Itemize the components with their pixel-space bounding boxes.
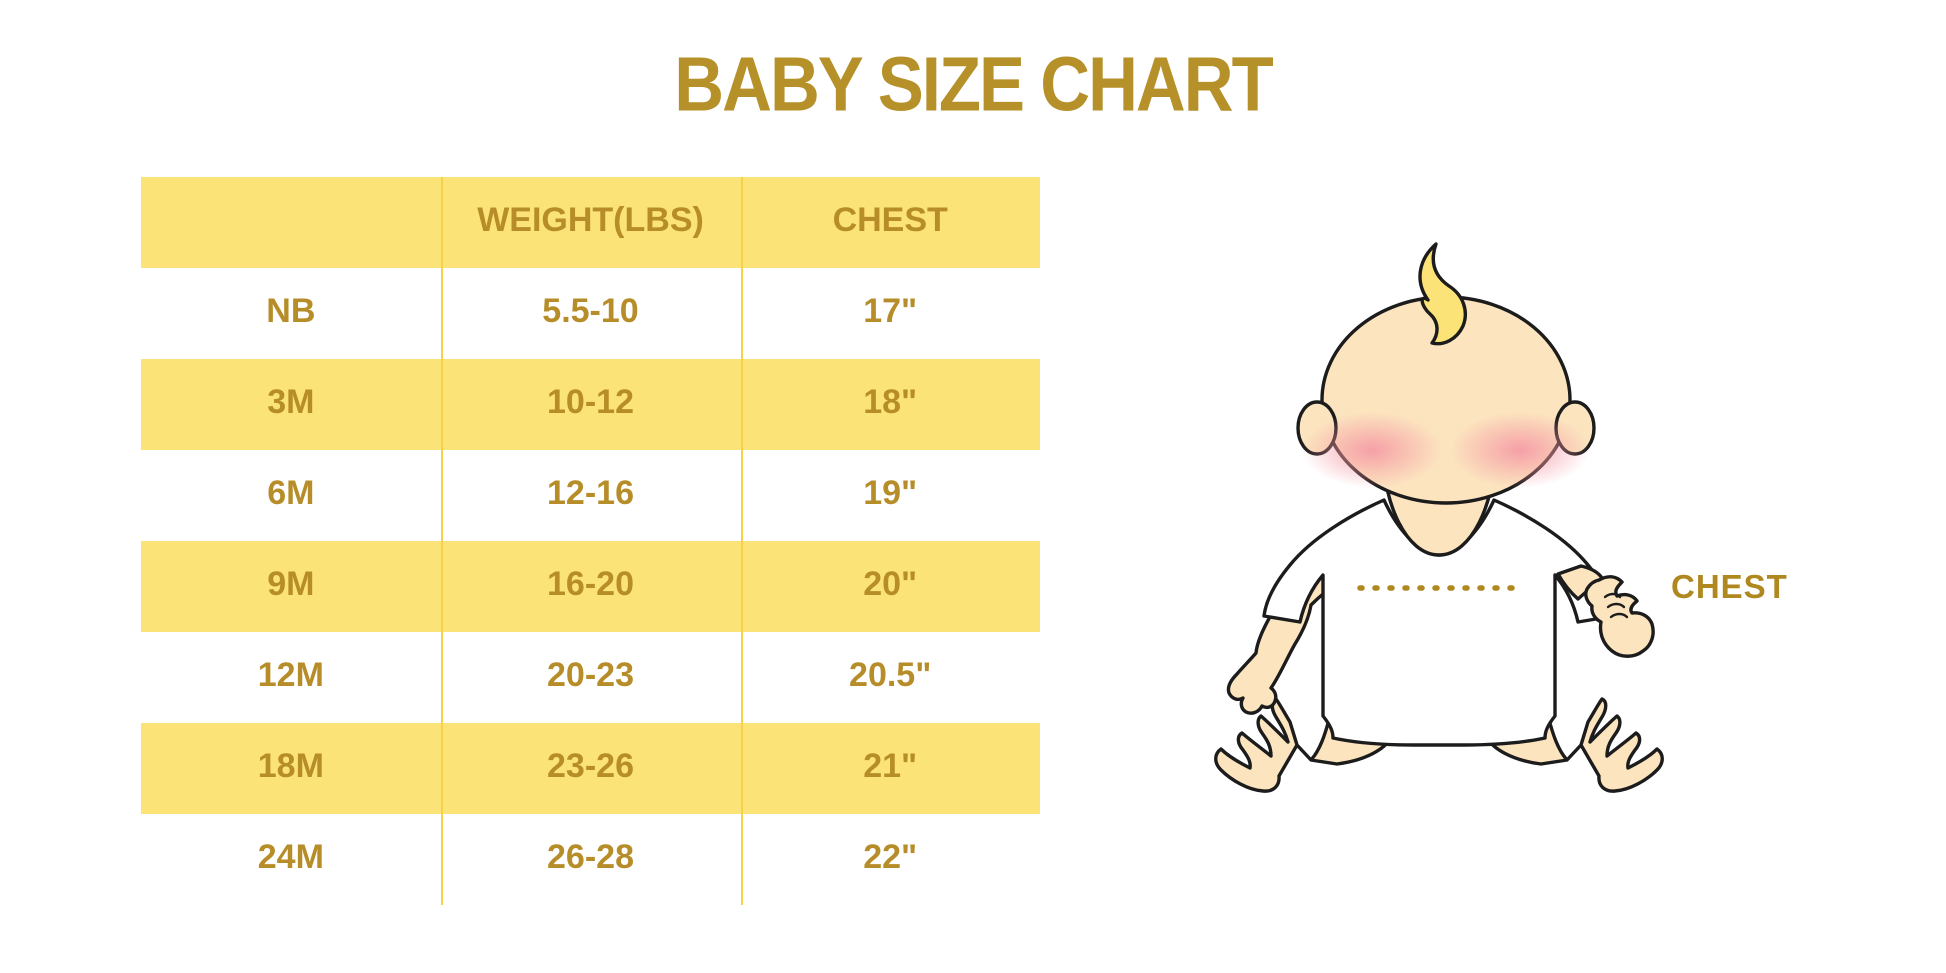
svg-text:CHEST: CHEST (1671, 568, 1788, 605)
